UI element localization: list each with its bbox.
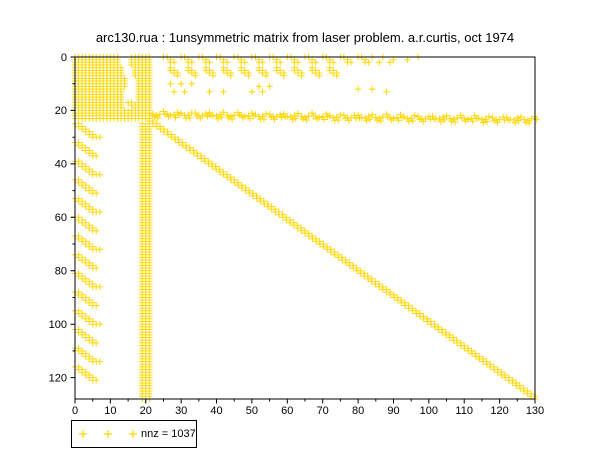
x-tick-label: 30 xyxy=(175,405,187,417)
x-tick-label: 20 xyxy=(140,405,152,417)
legend-box: nnz = 1037 xyxy=(71,420,197,448)
x-tick-label: 50 xyxy=(246,405,258,417)
x-tick-label: 0 xyxy=(72,405,78,417)
x-tick-label: 100 xyxy=(420,405,438,417)
plus-marker-icon xyxy=(79,430,137,438)
x-tick-label: 130 xyxy=(526,405,544,417)
x-tick-label: 110 xyxy=(455,405,473,417)
y-tick-label: 20 xyxy=(55,105,67,117)
x-tick-label: 70 xyxy=(317,405,329,417)
x-tick-label: 120 xyxy=(490,405,508,417)
y-tick-label: 80 xyxy=(55,266,67,278)
x-tick-label: 40 xyxy=(210,405,222,417)
y-tick-label: 40 xyxy=(55,159,67,171)
y-tick-label: 100 xyxy=(49,319,67,331)
x-tick-label: 10 xyxy=(104,405,116,417)
x-tick-label: 90 xyxy=(387,405,399,417)
axis-ticks xyxy=(70,56,536,404)
x-tick-label: 60 xyxy=(281,405,293,417)
legend-label: nnz = 1037 xyxy=(141,428,196,440)
sparsity-markers xyxy=(71,53,540,403)
y-tick-label: 60 xyxy=(55,212,67,224)
chart-title: arc130.rua : 1unsymmetric matrix from la… xyxy=(95,30,515,45)
legend-plus-markers-icon xyxy=(79,430,137,438)
x-tick-label: 80 xyxy=(352,405,364,417)
y-tick-label: 120 xyxy=(49,372,67,384)
y-tick-label: 0 xyxy=(61,52,67,64)
